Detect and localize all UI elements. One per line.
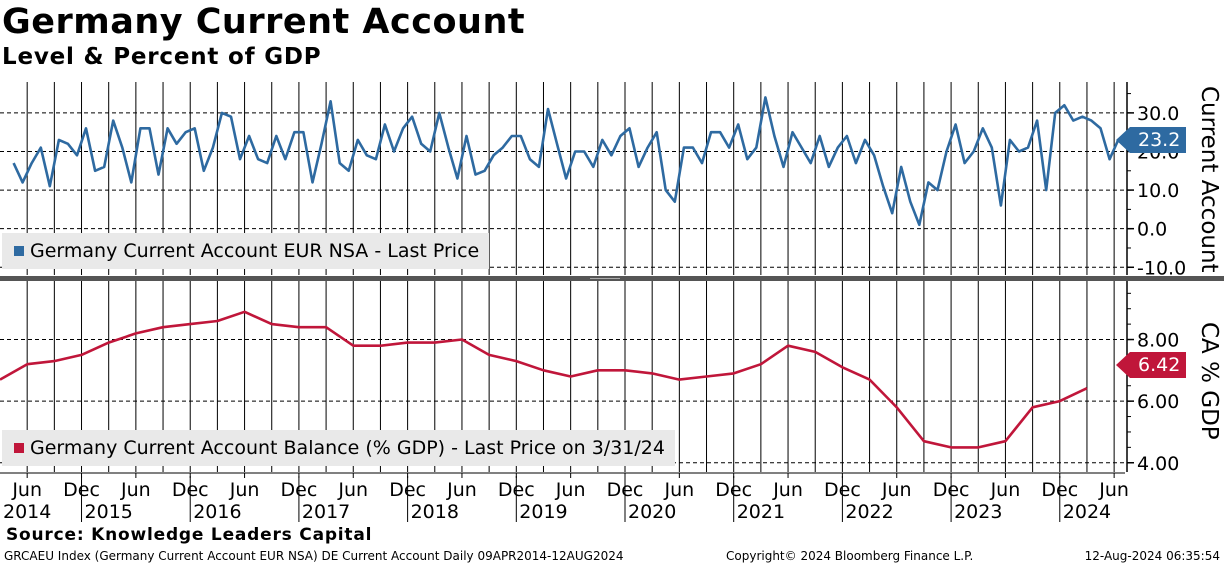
- x-month-label: Jun: [990, 479, 1021, 501]
- upper-y-tick-label: -10.0: [1137, 257, 1186, 279]
- legend-lower-swatch: [14, 443, 24, 453]
- x-year-label: 2015: [85, 501, 133, 523]
- lower-series-line: [0, 310, 1088, 449]
- x-month-label: Jun: [337, 479, 368, 501]
- x-year-label: 2021: [737, 501, 785, 523]
- footer-timestamp: 12-Aug-2024 06:35:54: [1084, 549, 1220, 563]
- lower-y-tick-label: 4.00: [1137, 453, 1179, 475]
- x-year-label: 2023: [954, 501, 1002, 523]
- x-year-label: 2022: [845, 501, 893, 523]
- upper-y-tick-label: 30.0: [1137, 103, 1179, 125]
- x-month-label: Jun: [881, 479, 912, 501]
- x-month-label: Jun: [11, 479, 42, 501]
- x-year-label: 2017: [302, 501, 350, 523]
- source-note: Source: Knowledge Leaders Capital: [6, 525, 373, 545]
- x-month-label: Jun: [120, 479, 151, 501]
- legend-upper-swatch: [14, 246, 24, 256]
- x-month-label: Jun: [664, 479, 695, 501]
- x-year-label: 2018: [411, 501, 459, 523]
- x-month-label: Jun: [446, 479, 477, 501]
- legend-upper: Germany Current Account EUR NSA - Last P…: [2, 233, 490, 269]
- upper-y-tick-label: 0.0: [1137, 219, 1167, 241]
- x-year-label: 2016: [193, 501, 241, 523]
- x-year-label: 2019: [519, 501, 567, 523]
- upper-y-axis-title: Current Account: [1196, 86, 1222, 273]
- lower-y-axis-title: CA % GDP: [1196, 322, 1222, 440]
- x-year-label: 2024: [1063, 501, 1111, 523]
- legend-lower: Germany Current Account Balance (% GDP) …: [2, 430, 675, 466]
- upper-y-tick-label: 10.0: [1137, 180, 1179, 202]
- upper-series-line: [12, 96, 1120, 227]
- footer-copyright: Copyright© 2024 Bloomberg Finance L.P.: [726, 549, 974, 563]
- footer-index-info: GRCAEU Index (Germany Current Account EU…: [4, 549, 624, 563]
- upper-last-value-badge: 23.2: [1115, 127, 1187, 153]
- legend-upper-label: Germany Current Account EUR NSA - Last P…: [30, 240, 480, 262]
- x-month-label: Jun: [555, 479, 586, 501]
- lower-last-value-badge: 6.42: [1115, 352, 1187, 378]
- x-month-label: Jun: [772, 479, 803, 501]
- legend-lower-label: Germany Current Account Balance (% GDP) …: [30, 437, 665, 459]
- lower-y-tick-label: 6.00: [1137, 391, 1179, 413]
- chart-title: Germany Current Account: [2, 2, 526, 42]
- x-month-label: Jun: [1098, 479, 1129, 501]
- x-year-label: 2020: [628, 501, 676, 523]
- chart-subtitle: Level & Percent of GDP: [2, 44, 322, 70]
- x-year-label: 2014: [3, 501, 51, 523]
- lower-y-tick-label: 8.00: [1137, 330, 1179, 352]
- x-month-label: Jun: [229, 479, 260, 501]
